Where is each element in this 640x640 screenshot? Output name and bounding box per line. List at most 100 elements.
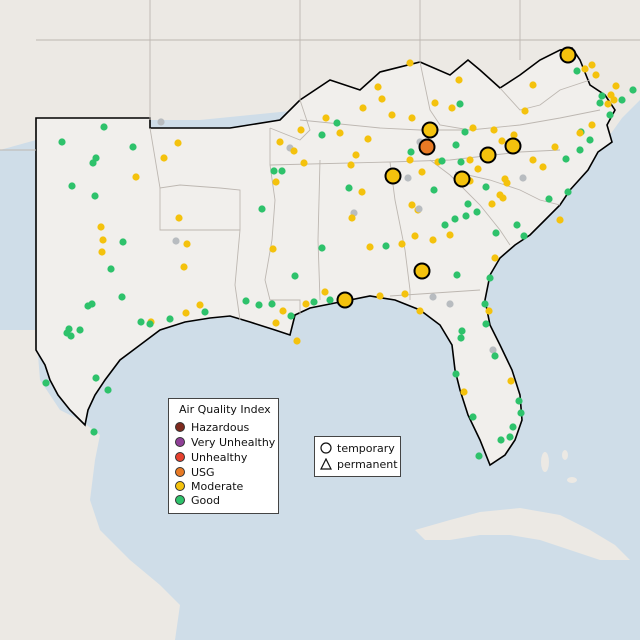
monitor-dot[interactable] — [166, 315, 174, 323]
temporary-monitor-dot[interactable] — [479, 146, 497, 164]
monitor-dot[interactable] — [576, 129, 584, 137]
monitor-dot[interactable] — [146, 320, 154, 328]
monitor-dot[interactable] — [359, 104, 367, 112]
monitor-dot[interactable] — [258, 205, 266, 213]
monitor-dot[interactable] — [404, 174, 412, 182]
monitor-dot[interactable] — [183, 240, 191, 248]
monitor-dot[interactable] — [345, 184, 353, 192]
monitor-dot[interactable] — [430, 186, 438, 194]
monitor-dot[interactable] — [488, 200, 496, 208]
monitor-dot[interactable] — [506, 433, 514, 441]
monitor-dot[interactable] — [469, 413, 477, 421]
monitor-dot[interactable] — [104, 386, 112, 394]
monitor-dot[interactable] — [347, 161, 355, 169]
monitor-dot[interactable] — [612, 82, 620, 90]
monitor-dot[interactable] — [456, 100, 464, 108]
monitor-dot[interactable] — [513, 221, 521, 229]
monitor-dot[interactable] — [490, 126, 498, 134]
monitor-dot[interactable] — [99, 236, 107, 244]
monitor-dot[interactable] — [160, 154, 168, 162]
monitor-dot[interactable] — [90, 428, 98, 436]
monitor-dot[interactable] — [573, 67, 581, 75]
monitor-dot[interactable] — [466, 156, 474, 164]
monitor-dot[interactable] — [333, 119, 341, 127]
monitor-dot[interactable] — [406, 156, 414, 164]
monitor-dot[interactable] — [378, 95, 386, 103]
monitor-dot[interactable] — [91, 192, 99, 200]
monitor-dot[interactable] — [88, 300, 96, 308]
monitor-dot[interactable] — [431, 99, 439, 107]
monitor-dot[interactable] — [462, 212, 470, 220]
temporary-monitor-dot[interactable] — [384, 167, 402, 185]
monitor-dot[interactable] — [407, 148, 415, 156]
monitor-dot[interactable] — [482, 183, 490, 191]
monitor-dot[interactable] — [618, 96, 626, 104]
monitor-dot[interactable] — [276, 138, 284, 146]
temporary-monitor-dot[interactable] — [421, 121, 439, 139]
monitor-dot[interactable] — [270, 167, 278, 175]
monitor-dot[interactable] — [291, 272, 299, 280]
monitor-dot[interactable] — [498, 137, 506, 145]
monitor-dot[interactable] — [629, 86, 637, 94]
monitor-dot[interactable] — [318, 131, 326, 139]
monitor-dot[interactable] — [119, 238, 127, 246]
monitor-dot[interactable] — [242, 297, 250, 305]
monitor-dot[interactable] — [42, 379, 50, 387]
monitor-dot[interactable] — [509, 423, 517, 431]
monitor-dot[interactable] — [175, 214, 183, 222]
monitor-dot[interactable] — [438, 157, 446, 165]
monitor-dot[interactable] — [503, 179, 511, 187]
monitor-dot[interactable] — [446, 300, 454, 308]
monitor-dot[interactable] — [562, 155, 570, 163]
monitor-dot[interactable] — [406, 59, 414, 67]
monitor-dot[interactable] — [529, 156, 537, 164]
monitor-dot[interactable] — [588, 121, 596, 129]
monitor-dot[interactable] — [408, 201, 416, 209]
monitor-dot[interactable] — [278, 167, 286, 175]
monitor-dot[interactable] — [279, 307, 287, 315]
monitor-dot[interactable] — [348, 214, 356, 222]
monitor-dot[interactable] — [358, 188, 366, 196]
monitor-dot[interactable] — [482, 320, 490, 328]
monitor-dot[interactable] — [448, 104, 456, 112]
monitor-dot[interactable] — [352, 151, 360, 159]
monitor-dot[interactable] — [457, 158, 465, 166]
temporary-monitor-dot[interactable] — [559, 46, 577, 64]
monitor-dot[interactable] — [429, 236, 437, 244]
temporary-monitor-dot[interactable] — [336, 291, 354, 309]
monitor-dot[interactable] — [586, 136, 594, 144]
monitor-dot[interactable] — [464, 200, 472, 208]
monitor-dot[interactable] — [268, 300, 276, 308]
monitor-dot[interactable] — [118, 293, 126, 301]
monitor-dot[interactable] — [576, 146, 584, 154]
monitor-dot[interactable] — [58, 138, 66, 146]
monitor-dot[interactable] — [137, 318, 145, 326]
monitor-dot[interactable] — [517, 409, 525, 417]
monitor-dot[interactable] — [376, 292, 384, 300]
monitor-dot[interactable] — [157, 118, 165, 126]
monitor-dot[interactable] — [364, 135, 372, 143]
monitor-dot[interactable] — [415, 205, 423, 213]
monitor-dot[interactable] — [201, 308, 209, 316]
monitor-dot[interactable] — [458, 327, 466, 335]
monitor-dot[interactable] — [497, 436, 505, 444]
temporary-monitor-dot[interactable] — [504, 137, 522, 155]
monitor-dot[interactable] — [441, 221, 449, 229]
monitor-dot[interactable] — [272, 319, 280, 327]
monitor-dot[interactable] — [89, 159, 97, 167]
monitor-dot[interactable] — [588, 61, 596, 69]
monitor-dot[interactable] — [452, 370, 460, 378]
monitor-dot[interactable] — [564, 188, 572, 196]
monitor-dot[interactable] — [297, 126, 305, 134]
monitor-dot[interactable] — [132, 173, 140, 181]
monitor-dot[interactable] — [408, 114, 416, 122]
monitor-dot[interactable] — [290, 147, 298, 155]
monitor-dot[interactable] — [401, 290, 409, 298]
temporary-monitor-dot[interactable] — [418, 138, 436, 156]
monitor-dot[interactable] — [174, 139, 182, 147]
monitor-dot[interactable] — [418, 168, 426, 176]
monitor-dot[interactable] — [429, 293, 437, 301]
monitor-dot[interactable] — [515, 397, 523, 405]
temporary-monitor-dot[interactable] — [453, 170, 471, 188]
monitor-dot[interactable] — [469, 124, 477, 132]
